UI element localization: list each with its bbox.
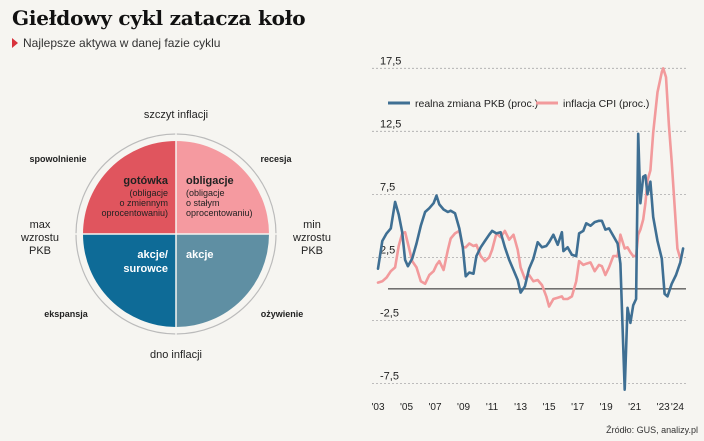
x-tick-label: '07 (429, 402, 442, 413)
x-tick-label: '19 (600, 402, 613, 413)
quadrant-title-gotowka: gotówka (123, 175, 168, 187)
quadrant-top-right (176, 141, 269, 234)
quadrant-desc-gotowka-2: o zmiennym (119, 198, 168, 208)
cycle-left-label-2: wzrostu (20, 232, 59, 244)
x-tick-label: '23 (657, 402, 670, 413)
page-subtitle: Najlepsze aktywa w danej fazie cyklu (12, 36, 220, 50)
corner-label-ozywienie: ożywienie (261, 309, 304, 319)
cycle-left-label-3: PKB (29, 245, 51, 257)
quadrant-title-akcje-surowce-1: akcje/ (137, 249, 168, 261)
quadrant-top-left (83, 141, 176, 234)
legend-label-cpi: inflacja CPI (proc.) (563, 98, 649, 110)
cycle-right-label-2: wzrostu (292, 232, 331, 244)
x-tick-label: '13 (514, 402, 527, 413)
quadrant-desc-gotowka-3: oprocentowaniu) (101, 208, 168, 218)
subtitle-text: Najlepsze aktywa w danej fazie cyklu (23, 36, 221, 50)
x-tick-label: '24 (671, 402, 684, 413)
source-note: Źródło: GUS, analizy.pl (606, 425, 698, 435)
x-tick-label: '21 (628, 402, 641, 413)
quadrant-desc-gotowka-1: (obligacje (129, 188, 168, 198)
y-tick-label: 2,5 (380, 244, 395, 256)
x-tick-label: '09 (457, 402, 470, 413)
cycle-left-label-1: max (30, 219, 51, 231)
x-tick-label: '03 (371, 402, 384, 413)
triangle-icon (12, 38, 18, 48)
quadrant-title-akcje: akcje (186, 249, 214, 261)
cycle-right-label-1: min (303, 219, 321, 231)
series-line-cpi (376, 67, 682, 308)
y-tick-label: 12,5 (380, 118, 401, 130)
cycle-bottom-label: dno inflacji (150, 349, 202, 361)
quadrant-bottom-right (176, 234, 269, 327)
y-tick-label: -2,5 (380, 307, 399, 319)
x-tick-label: '05 (400, 402, 413, 413)
quadrant-title-obligacje: obligacje (186, 175, 234, 187)
corner-label-recesja: recesja (260, 154, 292, 164)
cycle-right-label-3: PKB (301, 245, 323, 257)
quadrant-desc-obligacje-1: (obligacje (186, 188, 225, 198)
y-tick-label: 7,5 (380, 181, 395, 193)
page-title: Giełdowy cykl zatacza koło (12, 6, 306, 30)
legend-label-pkb: realna zmiana PKB (proc.) (415, 98, 538, 110)
quadrant-desc-obligacje-2: o stałym (186, 198, 220, 208)
x-tick-label: '11 (486, 402, 499, 413)
x-tick-label: '15 (543, 402, 556, 413)
corner-label-spowolnienie: spowolnienie (29, 154, 86, 164)
quadrant-title-akcje-surowce-2: surowce (123, 263, 168, 275)
quadrant-desc-obligacje-3: oprocentowaniu) (186, 208, 253, 218)
quadrant-bottom-left (83, 234, 176, 327)
y-tick-label: -7,5 (380, 370, 399, 382)
corner-label-ekspansja: ekspansja (44, 309, 89, 319)
cycle-top-label: szczyt inflacji (144, 109, 208, 121)
x-tick-label: '17 (571, 402, 584, 413)
y-tick-label: 17,5 (380, 55, 401, 67)
series-line-pkb (376, 132, 685, 391)
